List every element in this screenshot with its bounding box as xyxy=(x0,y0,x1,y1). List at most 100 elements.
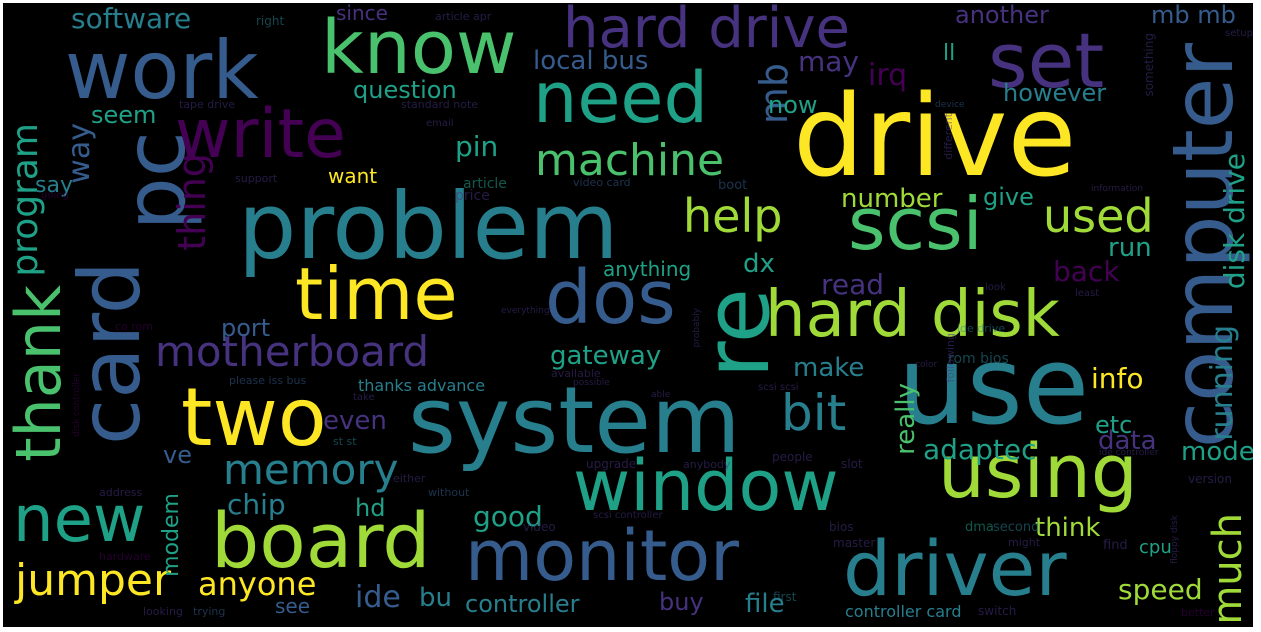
cloud-word-least: least xyxy=(1075,288,1100,299)
cloud-word-make: make xyxy=(793,353,865,383)
cloud-word-find: find xyxy=(1103,538,1128,553)
cloud-word-data: data xyxy=(1098,426,1157,456)
cloud-word-support: support xyxy=(235,172,278,185)
cloud-word-email: email xyxy=(426,118,454,129)
cloud-word-disk-controller: disk controller xyxy=(72,373,82,437)
cloud-word-gateway: gateway xyxy=(550,341,662,371)
cloud-word-drive: drive xyxy=(793,72,1077,202)
cloud-word-seem: seem xyxy=(91,101,157,129)
cloud-word-want: want xyxy=(328,164,378,188)
cloud-word-following: following xyxy=(944,333,957,383)
cloud-word-modem: modem xyxy=(159,493,184,577)
cloud-word-available: available xyxy=(551,367,601,380)
cloud-word-better: better xyxy=(1181,606,1215,619)
cloud-word-video-card: video card xyxy=(573,176,631,189)
cloud-word-people: people xyxy=(772,450,813,464)
cloud-word-good: good xyxy=(473,500,543,533)
cloud-word-hardware: hardware xyxy=(99,550,151,563)
cloud-word-driver: driver xyxy=(843,524,1067,613)
cloud-word-info: info xyxy=(1091,362,1144,395)
cloud-word-two: two xyxy=(181,371,327,464)
cloud-word-set: set xyxy=(988,16,1105,105)
cloud-word-ide: ide xyxy=(355,580,401,615)
cloud-word-might: might xyxy=(1008,536,1041,549)
cloud-word-tape-drive: tape drive xyxy=(179,98,236,111)
cloud-word-video: video xyxy=(523,520,556,534)
cloud-word-anybody: anybody xyxy=(683,458,731,471)
cloud-word-work: work xyxy=(65,24,259,117)
cloud-word-need: need xyxy=(533,57,708,139)
cloud-word-device: device xyxy=(935,100,965,110)
cloud-word-think: think xyxy=(1035,513,1101,543)
cloud-word-see: see xyxy=(275,594,311,618)
cloud-word-using: using xyxy=(938,429,1138,515)
cloud-word-used: used xyxy=(1043,189,1154,243)
cloud-word-everything: everything xyxy=(501,306,550,316)
cloud-word-give: give xyxy=(983,183,1034,211)
cloud-word-price: price xyxy=(455,188,490,204)
cloud-word-switch: switch xyxy=(978,604,1017,618)
cloud-word-adaptec: adaptec xyxy=(923,433,1037,466)
cloud-word-program: program xyxy=(5,123,46,277)
cloud-word-hd: hd xyxy=(355,494,386,522)
cloud-word-version: version xyxy=(1188,472,1232,486)
cloud-word-disk-drive: disk drive xyxy=(1218,153,1251,290)
cloud-word-write: write xyxy=(175,95,346,174)
cloud-word-buy: buy xyxy=(659,588,704,616)
cloud-word-co-rom: co rom xyxy=(115,320,154,333)
cloud-word-standard: standard note xyxy=(401,98,479,111)
cloud-word-thing: thing xyxy=(170,153,214,251)
cloud-word-ll: ll xyxy=(943,41,956,66)
cloud-word-able: able xyxy=(651,390,671,400)
cloud-word-trying: trying xyxy=(193,605,226,618)
cloud-word-dos: dos xyxy=(545,255,676,341)
cloud-word-know: know xyxy=(321,5,517,91)
cloud-word-article: article xyxy=(463,176,507,192)
cloud-word-use: use xyxy=(898,324,1090,449)
cloud-word-help: help xyxy=(683,189,783,243)
cloud-word-controller-card: controller card xyxy=(845,602,962,621)
cloud-word-look: look xyxy=(985,282,1006,293)
cloud-word-machine: machine xyxy=(535,135,725,186)
cloud-word-boot: boot xyxy=(718,178,748,193)
cloud-word-controller: controller xyxy=(465,590,580,618)
cloud-word-irq: irq xyxy=(868,58,908,93)
cloud-word-now: now xyxy=(768,91,818,119)
cloud-word-question: question xyxy=(353,76,457,104)
cloud-word-right: right xyxy=(256,14,285,28)
cloud-word-without: without xyxy=(428,486,470,499)
cloud-word-rom-bios: rom bios xyxy=(948,351,1009,367)
cloud-word-information: information xyxy=(1091,184,1143,194)
cloud-word-window: window xyxy=(573,445,839,527)
cloud-word-scsi: scsi xyxy=(848,182,983,266)
cloud-word-jumper: jumper xyxy=(15,555,172,606)
cloud-word-bu: bu xyxy=(419,583,452,613)
cloud-word-since: since xyxy=(336,3,388,25)
cloud-word-going: going xyxy=(41,190,69,201)
cloud-word-pin: pin xyxy=(455,130,499,163)
cloud-word-number: number xyxy=(841,184,943,214)
cloud-word-dma: dma xyxy=(965,520,994,535)
cloud-word-memory: memory xyxy=(223,445,399,494)
cloud-word-slot: slot xyxy=(841,457,863,471)
cloud-word-chip: chip xyxy=(227,488,286,521)
cloud-word-mode: mode xyxy=(1181,437,1253,467)
cloud-word-anyone: anyone xyxy=(198,565,317,603)
cloud-word-second: second xyxy=(993,520,1040,535)
cloud-word-speed: speed xyxy=(1118,573,1203,606)
cloud-word-probably: probably xyxy=(692,308,702,348)
cloud-word-hard-disk: hard disk xyxy=(765,278,1060,352)
cloud-word-bios: bios xyxy=(829,520,854,534)
cloud-word-really: really xyxy=(891,383,921,455)
cloud-word-ide-controller: ide controller xyxy=(1099,448,1159,458)
cloud-word-may: may xyxy=(798,45,860,78)
cloud-word-first: first xyxy=(773,590,797,604)
cloud-word-local-bus: local bus xyxy=(533,46,649,76)
cloud-word-ide-drive: ide drive xyxy=(957,322,1006,335)
cloud-word-anything: anything xyxy=(603,257,692,281)
cloud-word-mb-mb: mb mb xyxy=(1151,3,1236,29)
cloud-word-apr: article apr xyxy=(435,10,492,23)
cloud-word-new: new xyxy=(13,483,146,557)
cloud-word-software: software xyxy=(71,3,192,35)
cloud-word-hard-drive: hard drive xyxy=(563,3,850,61)
